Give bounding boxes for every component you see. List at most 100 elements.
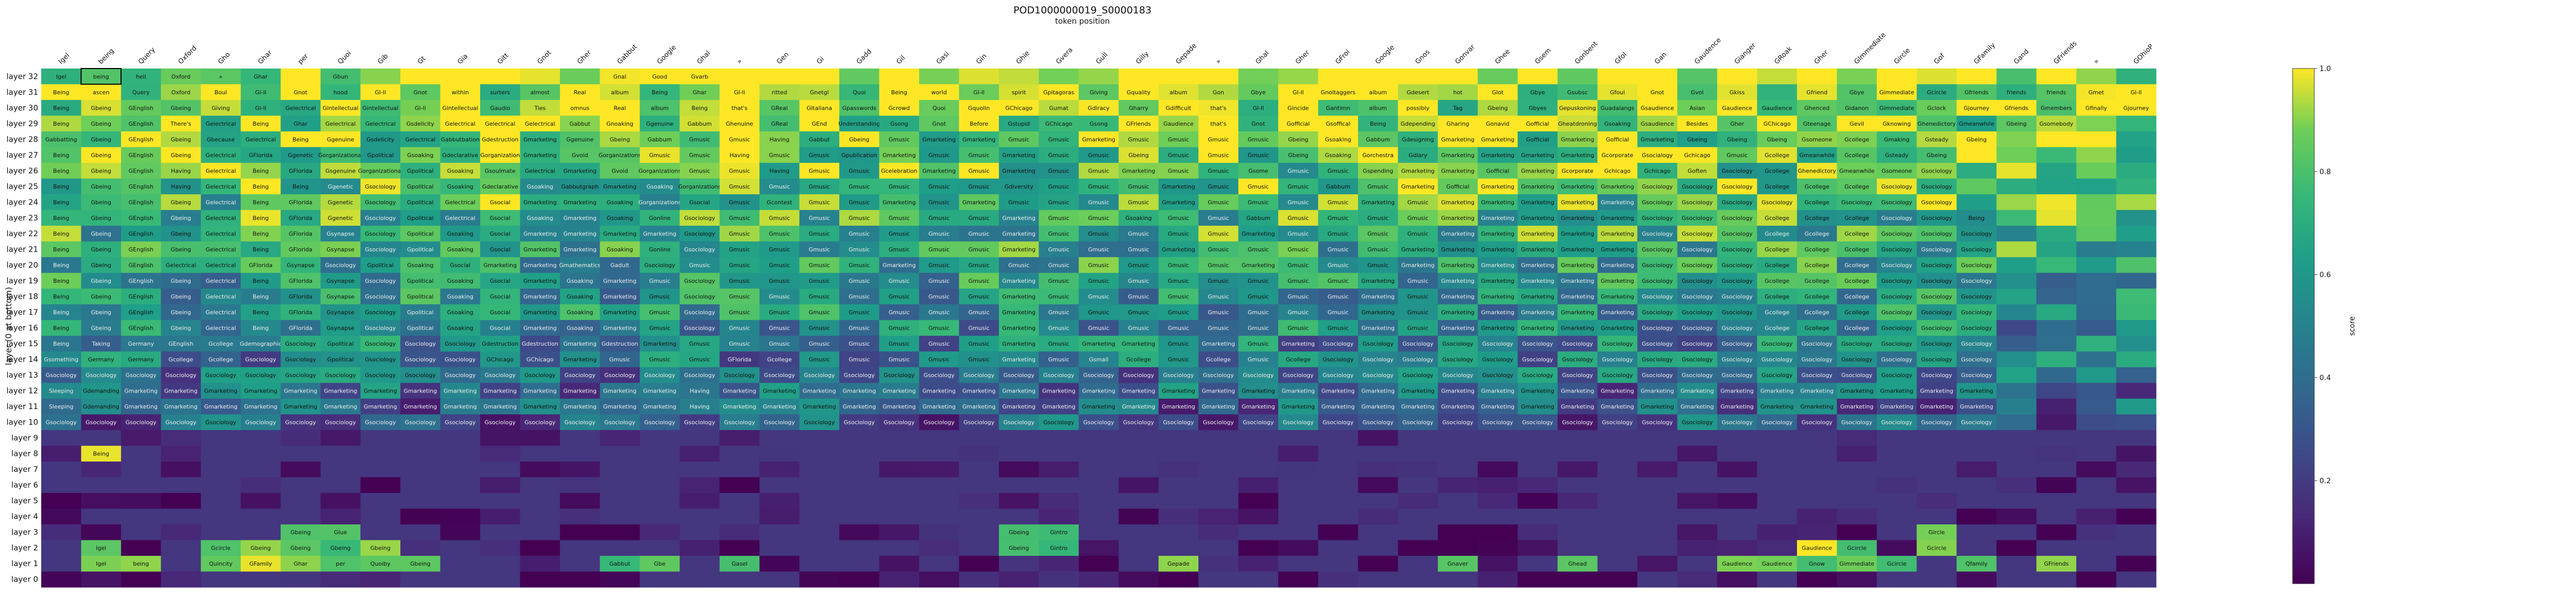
heatmap-cell [161, 571, 201, 588]
cell-token-label: Gsociology [1761, 199, 1793, 206]
heatmap-cell [998, 226, 1039, 242]
cell-token-label: Gmarketing [1002, 388, 1036, 395]
cell-token-label: Gsociology [844, 419, 875, 426]
cell-token-label: Gsociology [1682, 356, 1713, 363]
heatmap-cell [2116, 273, 2157, 289]
cell-token-label: Gmarketing [124, 403, 158, 410]
cell-token-label: Gmusic [1048, 293, 1070, 300]
heatmap-cell [1917, 540, 1957, 556]
cell-token-label: Gmusic [1088, 230, 1109, 237]
heatmap-cell [998, 383, 1039, 399]
heatmap-cell [200, 398, 241, 415]
heatmap-cell [1717, 241, 1757, 258]
heatmap-cell [1797, 226, 1837, 242]
cell-token-label: Gmusic [1048, 136, 1070, 143]
heatmap-cell [600, 178, 640, 195]
heatmap-cell [2116, 84, 2157, 100]
heatmap-cell [759, 210, 800, 226]
heatmap-cell [1278, 226, 1318, 242]
cell-token-label: Gmarketing [1202, 341, 1235, 347]
cell-token-label: Gmarketing [204, 403, 238, 410]
heatmap-cell [1797, 147, 1837, 163]
heatmap-cell [1158, 540, 1199, 556]
heatmap-cell [1158, 414, 1199, 431]
cell-token-label: Gsynapse [327, 293, 354, 300]
cell-token-label: Gmarketing [1002, 167, 1036, 174]
heatmap-cell [839, 304, 880, 320]
heatmap-cell [1478, 226, 1518, 242]
heatmap-cell [1318, 414, 1359, 431]
heatmap-cell [360, 320, 401, 336]
heatmap-cell [959, 100, 999, 116]
heatmap-cell [879, 477, 920, 494]
heatmap-cell [560, 430, 600, 446]
cell-token-label: Gmarketing [603, 183, 637, 190]
cell-token-label: Gmusic [1367, 215, 1388, 222]
cell-token-label: Gadult [611, 262, 630, 268]
cell-token-label: Gbeing [1926, 152, 1946, 159]
heatmap-cell [2036, 508, 2077, 525]
cell-token-label: Gelectrical [445, 121, 476, 127]
heatmap-cell [879, 398, 920, 415]
cell-token-label: Gsociology [1961, 309, 1992, 316]
heatmap-cell [360, 273, 401, 289]
cell-token-label: Gsociology [1722, 215, 1753, 222]
cell-token-label: Gcollege [1765, 152, 1789, 159]
heatmap-cell [2116, 147, 2157, 163]
cell-token-label: Gsteady [1885, 152, 1909, 159]
heatmap-cell [280, 210, 321, 226]
heatmap-cell [161, 131, 201, 148]
cell-token-label: Gmarketing [1521, 309, 1554, 316]
cell-token-label: Gmusic [1008, 136, 1029, 143]
heatmap-cell [2076, 115, 2117, 132]
x-tick-label: Gnos [1414, 48, 1431, 66]
heatmap-cell [1517, 226, 1558, 242]
heatmap-cell [1837, 335, 1877, 352]
cell-token-label: Gmusic [1408, 309, 1429, 316]
cell-token-label: Gmusic [1328, 246, 1349, 253]
cell-token-label: Gmeanwhile [1839, 167, 1875, 174]
heatmap-cell [959, 320, 999, 336]
heatmap-cell [1318, 226, 1359, 242]
heatmap-cell [1557, 414, 1598, 431]
cell-token-label: Gmarketing [962, 199, 996, 206]
heatmap-cell [1078, 414, 1119, 431]
heatmap-cell [400, 273, 441, 289]
cell-token-label: Gsociology [1522, 356, 1553, 363]
heatmap-cell [121, 446, 161, 462]
heatmap-cell [1358, 461, 1398, 478]
heatmap-cell [2076, 320, 2117, 336]
cell-token-label: Gmarketing [1002, 341, 1036, 347]
heatmap-cell [81, 477, 122, 494]
heatmap-cell [1118, 383, 1159, 399]
y-axis-label: layer (0 at bottom) [4, 287, 13, 365]
heatmap-cell [879, 210, 920, 226]
cell-token-label: Gsociology [1642, 341, 1673, 347]
cell-token-label: Gsociology [86, 419, 117, 426]
cell-token-label: Gsociology [245, 372, 277, 379]
heatmap-cell [1996, 414, 2037, 431]
heatmap-cell [440, 241, 481, 258]
heatmap-cell [1876, 383, 1917, 399]
cell-token-label: Gsoaking [407, 152, 433, 159]
cell-token-label: Gcollege [1765, 246, 1789, 253]
heatmap-cell [1557, 492, 1598, 509]
heatmap-cell [1078, 383, 1119, 399]
cell-token-label: Gmarketing [1082, 388, 1115, 395]
heatmap-cell [520, 524, 561, 540]
heatmap-cell [879, 84, 920, 100]
heatmap-cell [400, 194, 441, 211]
heatmap-cell [1478, 367, 1518, 383]
heatmap-cell [998, 555, 1039, 572]
heatmap-cell [1118, 131, 1159, 148]
x-tick-label: Gib [377, 53, 390, 66]
cell-token-label: Gsociology [405, 372, 436, 379]
cell-token-label: Gl-ll [1252, 105, 1264, 111]
heatmap-cell [1517, 115, 1558, 132]
cell-token-label: Gmarketing [1122, 341, 1156, 347]
cell-token-label: Gsociology [285, 341, 316, 347]
heatmap-cell [280, 571, 321, 588]
heatmap-cell [2076, 524, 2117, 540]
cell-token-label: Gl-ll [255, 89, 266, 96]
heatmap-cell [1677, 398, 1718, 415]
